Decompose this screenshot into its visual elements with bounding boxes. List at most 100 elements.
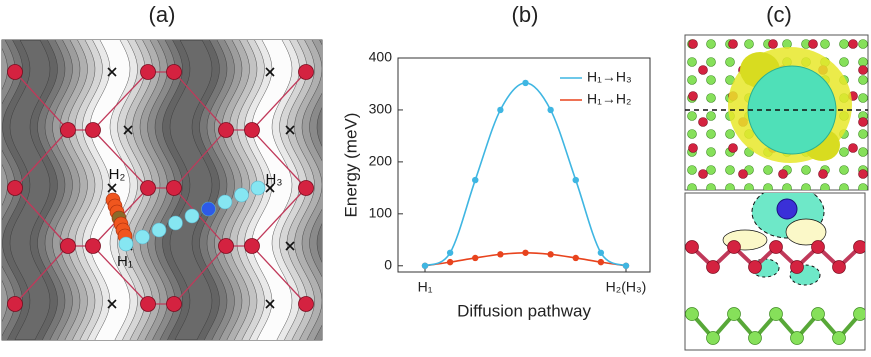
bottom-structure (685, 193, 865, 345)
atom (782, 183, 792, 190)
bond (14, 129, 69, 189)
panel-label: (a) (149, 2, 176, 27)
atom (140, 180, 156, 196)
y-tick-label: 300 (369, 101, 393, 117)
atom (848, 39, 858, 49)
atom (858, 39, 868, 49)
atom (725, 129, 735, 139)
atom (858, 117, 868, 127)
atom (706, 129, 716, 139)
atom (166, 64, 182, 80)
contour-band (395, 36, 465, 344)
contour-band (403, 36, 458, 344)
y-tick-label: 200 (369, 153, 393, 169)
atom (706, 331, 720, 345)
atom (60, 238, 76, 254)
panel-c (684, 34, 869, 351)
x-axis-label: Diffusion pathway (457, 301, 591, 320)
data-point (472, 254, 479, 262)
atom (832, 331, 846, 345)
atom (166, 296, 182, 312)
atom (687, 75, 697, 85)
atom (748, 331, 762, 345)
atom (218, 122, 234, 138)
atom (853, 240, 865, 254)
atom (688, 91, 698, 101)
atom (839, 165, 849, 175)
atom (763, 183, 773, 190)
data-point (547, 106, 554, 114)
atom (706, 147, 716, 157)
bond (173, 71, 227, 131)
trajectory-ball (151, 222, 167, 238)
trajectory-ball (118, 236, 134, 252)
atom (858, 147, 868, 157)
atom (688, 39, 698, 49)
atom (811, 240, 825, 254)
atom (778, 169, 788, 179)
hollow-site (285, 125, 295, 135)
data-point (421, 262, 429, 269)
atom (685, 240, 699, 254)
bond (173, 129, 227, 189)
bond (251, 245, 307, 305)
atom (706, 57, 716, 67)
atom (808, 39, 818, 49)
atom (858, 169, 868, 179)
data-point (446, 249, 454, 256)
data-point (497, 106, 504, 114)
contour-band (388, 36, 473, 344)
atom (725, 183, 735, 190)
atom (698, 117, 708, 127)
top-structure (685, 39, 868, 190)
atom (706, 93, 716, 103)
atom (706, 165, 716, 175)
data-point (446, 258, 454, 266)
atom (706, 39, 716, 49)
bond (251, 71, 307, 131)
data-point (572, 254, 579, 262)
contour-band (373, 36, 488, 344)
atom (298, 296, 314, 312)
trajectory-ball (217, 194, 233, 210)
hollow-site (123, 125, 133, 135)
atom (725, 57, 735, 67)
atom (801, 165, 811, 175)
atom (698, 169, 708, 179)
atom (748, 260, 762, 274)
hollow-site (265, 299, 275, 309)
atom (687, 111, 697, 121)
atom (820, 39, 830, 49)
atom (7, 64, 23, 80)
atom (688, 143, 698, 153)
x-tick-label: H₁ (418, 279, 433, 295)
atom (85, 238, 101, 254)
atom (839, 147, 849, 157)
atom (687, 165, 697, 175)
atom (769, 307, 783, 321)
panel-label: (b) (512, 2, 539, 27)
data-point (497, 251, 504, 258)
bond (173, 187, 227, 247)
atom (858, 183, 868, 190)
atom (725, 165, 735, 175)
atom (727, 240, 741, 254)
atom (790, 331, 804, 345)
y-tick-label: 100 (369, 205, 393, 221)
trajectory-ball (250, 180, 266, 196)
atom (820, 183, 830, 190)
bond (92, 129, 149, 189)
atom (858, 93, 868, 103)
contour-band (380, 36, 480, 344)
atom (763, 165, 773, 175)
data-point (622, 262, 630, 269)
atom (244, 122, 260, 138)
atom (853, 307, 865, 321)
atom (218, 238, 234, 254)
atom (832, 260, 846, 274)
atom (790, 260, 804, 274)
y-tick-label: 0 (384, 256, 392, 272)
legend-label: H₁→H₂ (587, 91, 631, 107)
bond (14, 71, 69, 131)
